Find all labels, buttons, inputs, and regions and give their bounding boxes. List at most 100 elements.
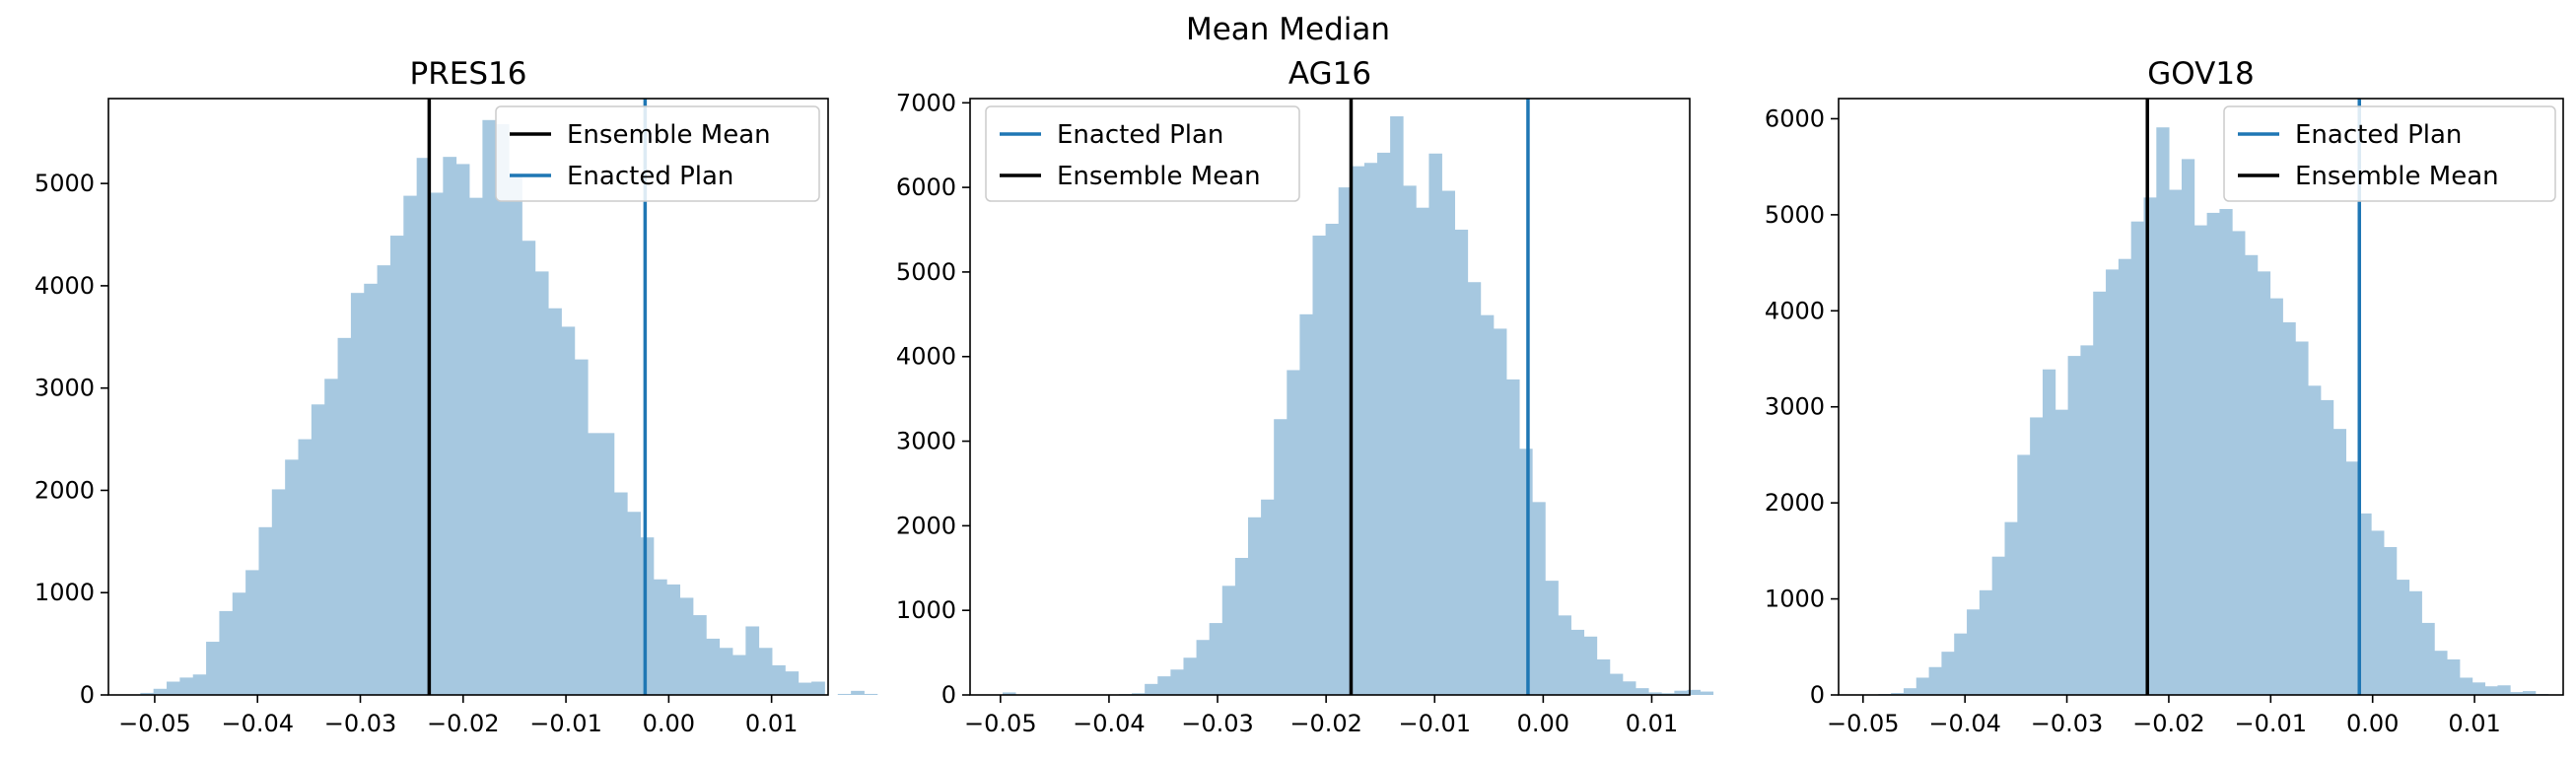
histogram-bar xyxy=(1234,557,1249,695)
histogram-bar xyxy=(798,682,812,695)
legend-label: Ensemble Mean xyxy=(1057,162,1261,191)
histogram-bar xyxy=(179,677,194,695)
legend-box xyxy=(2223,105,2556,202)
y-tick-label: 4000 xyxy=(1765,297,1825,324)
histogram-bar xyxy=(1351,166,1365,695)
histogram-bar xyxy=(2384,546,2398,695)
x-tick-label: 0.01 xyxy=(1626,710,1678,737)
histogram-bar xyxy=(1532,502,1546,695)
histogram-bar xyxy=(2434,651,2448,695)
histogram-bar xyxy=(613,492,628,695)
legend: Ensemble Mean Enacted Plan xyxy=(495,105,820,202)
histogram-bar xyxy=(1325,224,1340,695)
x-tick-label: −0.02 xyxy=(1289,710,1362,737)
x-tick-label: −0.01 xyxy=(2235,710,2308,737)
histogram-bar xyxy=(653,579,667,695)
histogram-bar xyxy=(2193,225,2207,695)
x-tick-label: −0.05 xyxy=(964,710,1037,737)
histogram-bar xyxy=(2156,127,2170,696)
histogram-bar xyxy=(1622,681,1636,695)
y-tick-label: 6000 xyxy=(896,173,956,201)
histogram-bar xyxy=(455,164,470,696)
histogram-bar xyxy=(1247,517,1262,695)
y-tick-label: 0 xyxy=(941,681,956,709)
histogram-bar xyxy=(2447,658,2461,695)
histogram-bar xyxy=(1312,236,1326,695)
histogram-bar xyxy=(1363,163,1378,696)
x-tick-label: 0.00 xyxy=(2346,710,2399,737)
histogram-bar xyxy=(2308,385,2322,695)
histogram-bar xyxy=(2472,682,2486,695)
histogram-bar xyxy=(2523,691,2537,695)
y-tick-label: 1000 xyxy=(35,579,95,606)
y-tick-label: 4000 xyxy=(896,343,956,371)
histogram-bar xyxy=(1338,187,1353,696)
legend: Enacted Plan Ensemble Mean xyxy=(2223,105,2556,202)
x-tick-label: 0.00 xyxy=(643,710,695,737)
histogram-bar xyxy=(232,592,246,695)
histogram-bar xyxy=(443,157,457,695)
histogram-bar xyxy=(1221,586,1236,695)
histogram-bar xyxy=(377,265,391,695)
histogram-bar xyxy=(1648,692,1662,695)
histogram-bar xyxy=(206,642,220,695)
x-tick-label: 0.00 xyxy=(1517,710,1569,737)
histogram-bar xyxy=(403,195,418,695)
histogram-bar xyxy=(1519,449,1533,695)
histogram-bar xyxy=(2421,622,2435,695)
histogram-bar xyxy=(2497,685,2511,695)
histogram-bar xyxy=(1299,313,1313,695)
histogram-bar xyxy=(258,526,273,695)
histogram-bar xyxy=(785,671,800,695)
legend-label: Ensemble Mean xyxy=(567,120,771,150)
histogram-bar xyxy=(851,690,865,695)
histogram-bar xyxy=(1915,677,1929,695)
y-tick-label: 3000 xyxy=(35,375,95,402)
chart-panel-gov18: GOV18 −0.05 −0.04 −0.03 −0.02 −0.01 0.00 0.01 0 1… xyxy=(1765,56,2564,737)
histogram-bar xyxy=(522,241,536,695)
x-tick-label: −0.04 xyxy=(1073,710,1146,737)
x-tick-label: −0.02 xyxy=(427,710,500,737)
y-tick-label: 7000 xyxy=(896,89,956,116)
histogram-bar xyxy=(324,379,338,695)
histogram-bar xyxy=(1928,666,1942,695)
histogram-bar xyxy=(1700,691,1714,695)
legend-label: Enacted Plan xyxy=(567,162,733,191)
legend-box xyxy=(985,105,1300,202)
histogram-bar xyxy=(1570,629,1585,695)
histogram-bar xyxy=(1454,230,1469,695)
histogram-bar xyxy=(1636,688,1649,695)
histogram-bar xyxy=(2232,231,2246,695)
histogram-bar xyxy=(2030,417,2044,695)
y-tick-label: 5000 xyxy=(1765,201,1825,229)
histogram-bar xyxy=(271,489,286,695)
histogram-bar xyxy=(1991,556,2005,695)
histogram-bar xyxy=(2004,521,2018,695)
histogram-bar xyxy=(2169,189,2183,696)
x-tick-label: −0.05 xyxy=(118,710,191,737)
histogram-bar xyxy=(600,433,615,695)
histogram-bar xyxy=(561,326,576,695)
histogram-bar xyxy=(864,693,878,695)
histogram-bar xyxy=(2054,409,2068,695)
histogram-bar xyxy=(2282,322,2296,695)
y-tick-label: 0 xyxy=(1810,681,1825,709)
legend-label: Ensemble Mean xyxy=(2295,162,2499,191)
y-tick-label: 0 xyxy=(80,681,95,709)
histogram-bar xyxy=(1003,692,1016,695)
histogram-bar xyxy=(1609,673,1624,695)
legend-label: Enacted Plan xyxy=(1057,120,1223,150)
histogram-bar xyxy=(469,197,483,695)
histogram-bar xyxy=(298,439,313,695)
x-tick-label: −0.05 xyxy=(1827,710,1900,737)
histogram-bar xyxy=(811,681,825,695)
histogram-bar xyxy=(2118,258,2132,695)
y-tick-label: 3000 xyxy=(896,428,956,455)
histogram-bar xyxy=(1183,657,1197,695)
histogram-bar xyxy=(2130,221,2144,695)
figure-suptitle: Mean Median xyxy=(1185,12,1391,47)
histogram-bar xyxy=(1967,609,1981,695)
histogram-bar xyxy=(2042,369,2056,695)
histogram-bar xyxy=(534,271,549,695)
histogram-bar xyxy=(719,648,733,695)
